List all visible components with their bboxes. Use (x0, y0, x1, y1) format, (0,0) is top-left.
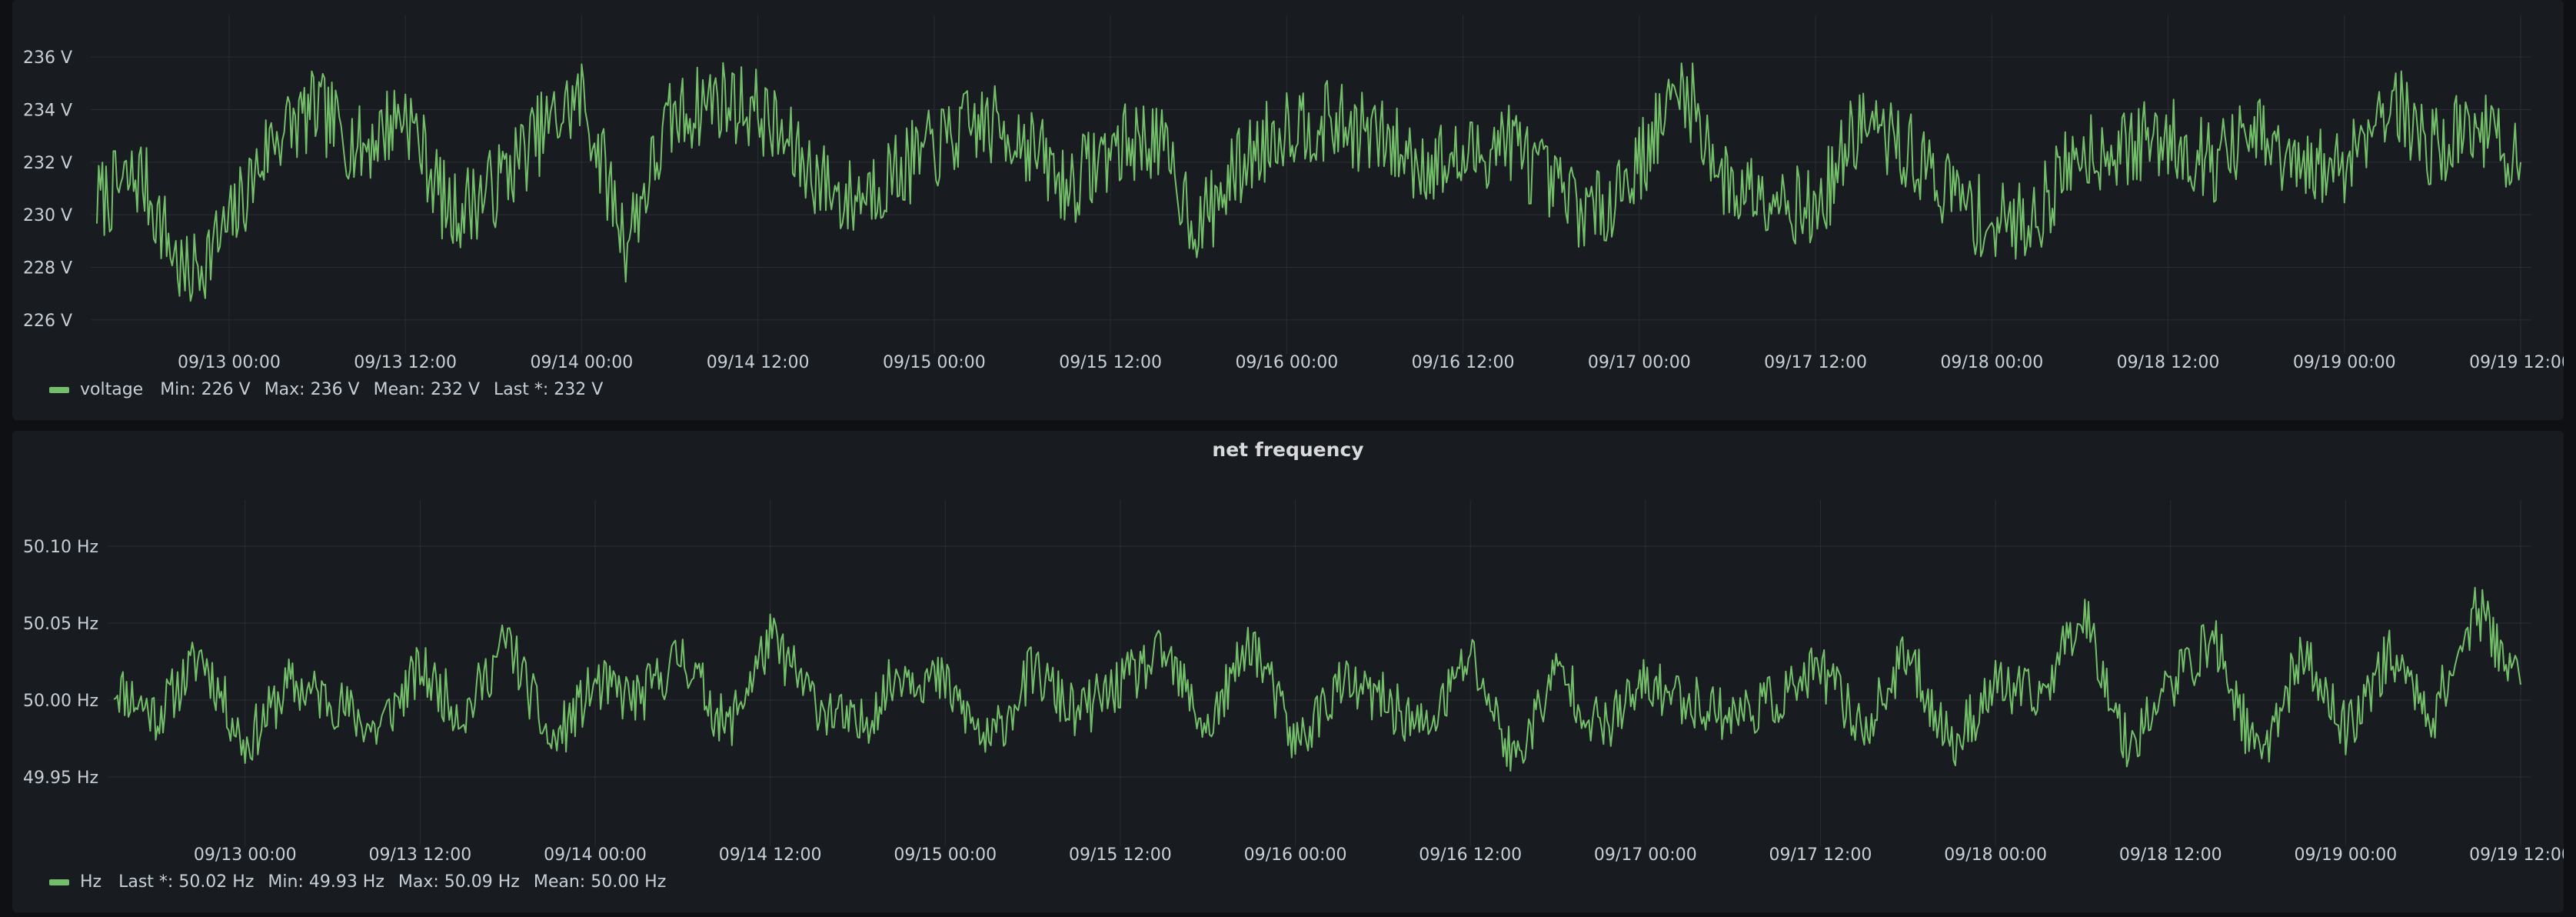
x-tick-label: 09/19 00:00 (2294, 845, 2397, 865)
y-tick-label: 232 V (23, 154, 72, 173)
x-tick-label: 09/16 00:00 (1235, 353, 1338, 372)
series-line-Hz (113, 586, 2521, 772)
y-tick-label: 236 V (23, 48, 72, 68)
x-tick-label: 09/13 00:00 (178, 353, 281, 372)
frequency-chart: 49.95 Hz 50.00 Hz 50.05 Hz 50.10 Hz 09/13 00… (23, 500, 2564, 865)
x-tick-label: 09/13 00:00 (194, 845, 297, 865)
panel-title: net frequency (1212, 438, 1364, 461)
voltage-chart: 226 V 228 V 230 V 232 V 234 V 236 V 09/13 00:0… (23, 15, 2564, 372)
legend-stat-mean: Mean: 50.00 Hz (533, 872, 667, 892)
x-tick-label: 09/17 00:00 (1594, 845, 1697, 865)
legend-series-name: Hz (80, 872, 102, 892)
x-tick-label: 09/19 12:00 (2469, 845, 2564, 865)
legend-stat-max: Max: 50.09 Hz (398, 872, 520, 892)
y-tick-label: 230 V (23, 206, 72, 225)
x-tick-label: 09/17 12:00 (1769, 845, 1872, 865)
legend-stat-min: Min: 49.93 Hz (268, 872, 384, 892)
frequency-legend[interactable]: Hz Last *: 50.02 Hz Min: 49.93 Hz Max: 5… (49, 872, 666, 892)
x-tick-label: 09/15 12:00 (1069, 845, 1172, 865)
x-tick-label: 09/19 00:00 (2293, 353, 2396, 372)
x-tick-label: 09/18 12:00 (2117, 353, 2220, 372)
x-tick-label: 09/14 00:00 (544, 845, 647, 865)
x-tick-label: 09/15 00:00 (883, 353, 986, 372)
x-tick-label: 09/19 12:00 (2469, 353, 2564, 372)
y-tick-label: 226 V (23, 312, 72, 331)
y-tick-label: 50.10 Hz (23, 538, 98, 557)
frequency-panel: net frequency 49.95 Hz 50.00 Hz 50.05 Hz 50… (12, 431, 2564, 912)
x-tick-label: 09/13 12:00 (368, 845, 471, 865)
voltage-legend[interactable]: voltage Min: 226 V Max: 236 V Mean: 232 … (49, 380, 603, 399)
x-tick-label: 09/13 12:00 (354, 353, 457, 372)
x-tick-label: 09/15 00:00 (894, 845, 997, 865)
y-tick-label: 50.00 Hz (23, 692, 98, 711)
x-tick-label: 09/18 00:00 (1940, 353, 2043, 372)
legend-stat-last: Last *: 232 V (494, 380, 604, 399)
x-tick-label: 09/15 12:00 (1059, 353, 1162, 372)
legend-color-swatch (49, 386, 69, 393)
x-tick-label: 09/16 00:00 (1244, 845, 1347, 865)
voltage-panel: 226 V 228 V 230 V 232 V 234 V 236 V 09/13 00:0… (12, 0, 2564, 420)
x-tick-label: 09/16 12:00 (1412, 353, 1515, 372)
x-tick-label: 09/14 00:00 (531, 353, 634, 372)
x-tick-label: 09/14 12:00 (707, 353, 810, 372)
y-tick-label: 228 V (23, 259, 72, 278)
y-tick-label: 50.05 Hz (23, 615, 98, 634)
legend-stat-max: Max: 236 V (264, 380, 360, 399)
legend-stat-last: Last *: 50.02 Hz (118, 872, 255, 892)
x-tick-label: 09/14 12:00 (719, 845, 822, 865)
legend-stat-mean: Mean: 232 V (373, 380, 480, 399)
legend-series-name: voltage (80, 380, 144, 399)
x-tick-label: 09/16 12:00 (1419, 845, 1522, 865)
y-tick-label: 234 V (23, 102, 72, 121)
y-tick-label: 49.95 Hz (23, 769, 98, 788)
x-tick-label: 09/18 00:00 (1944, 845, 2047, 865)
legend-color-swatch (49, 879, 69, 885)
x-tick-label: 09/17 12:00 (1764, 353, 1867, 372)
legend-stat-min: Min: 226 V (160, 380, 251, 399)
series-line-voltage (96, 62, 2521, 302)
x-tick-label: 09/17 00:00 (1588, 353, 1691, 372)
x-tick-label: 09/18 12:00 (2119, 845, 2222, 865)
